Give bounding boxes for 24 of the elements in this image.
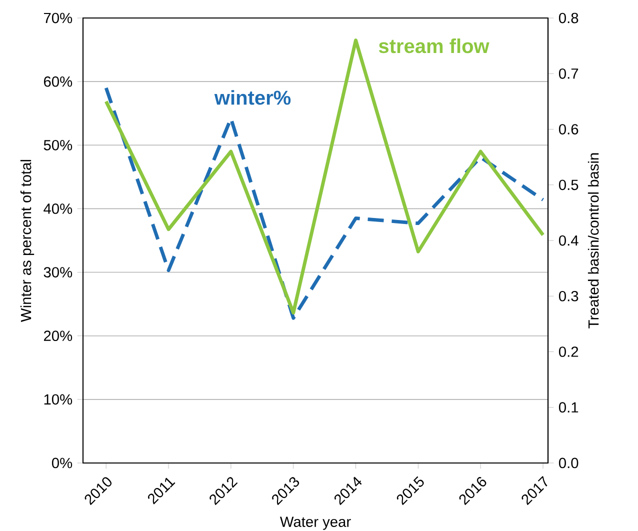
y-axis-title: Winter as percent of total (20, 160, 34, 322)
y2-tick-label: 0.0 (558, 458, 578, 468)
y-tick-label: 0% (52, 458, 72, 468)
series-label: winter% (214, 90, 291, 105)
y-tick-label: 60% (44, 76, 72, 87)
line-series (104, 38, 545, 315)
y2-tick-label: 0.8 (558, 12, 578, 24)
y-tick-label: 30% (44, 267, 72, 278)
y2-tick-label: 0.3 (558, 290, 578, 302)
y-tick-label: 50% (44, 140, 72, 150)
y2-tick-label: 0.2 (558, 346, 578, 357)
y2-tick-label: 0.6 (558, 124, 578, 134)
line-series (104, 86, 545, 320)
y2-tick-label: 0.4 (558, 235, 578, 246)
y2-axis-title: Treated basin/control basin (588, 153, 599, 328)
y2-tick-label: 0.1 (558, 402, 578, 413)
series-label: stream flow (378, 38, 490, 54)
y-tick-label: 10% (44, 394, 72, 405)
y-tick-label: 70% (44, 12, 72, 24)
y2-tick-label: 0.5 (558, 180, 578, 190)
x-axis-title: Water year (280, 516, 351, 530)
y2-tick-label: 0.7 (558, 68, 578, 79)
y-tick-label: 40% (44, 204, 72, 214)
y-tick-label: 20% (44, 330, 72, 342)
